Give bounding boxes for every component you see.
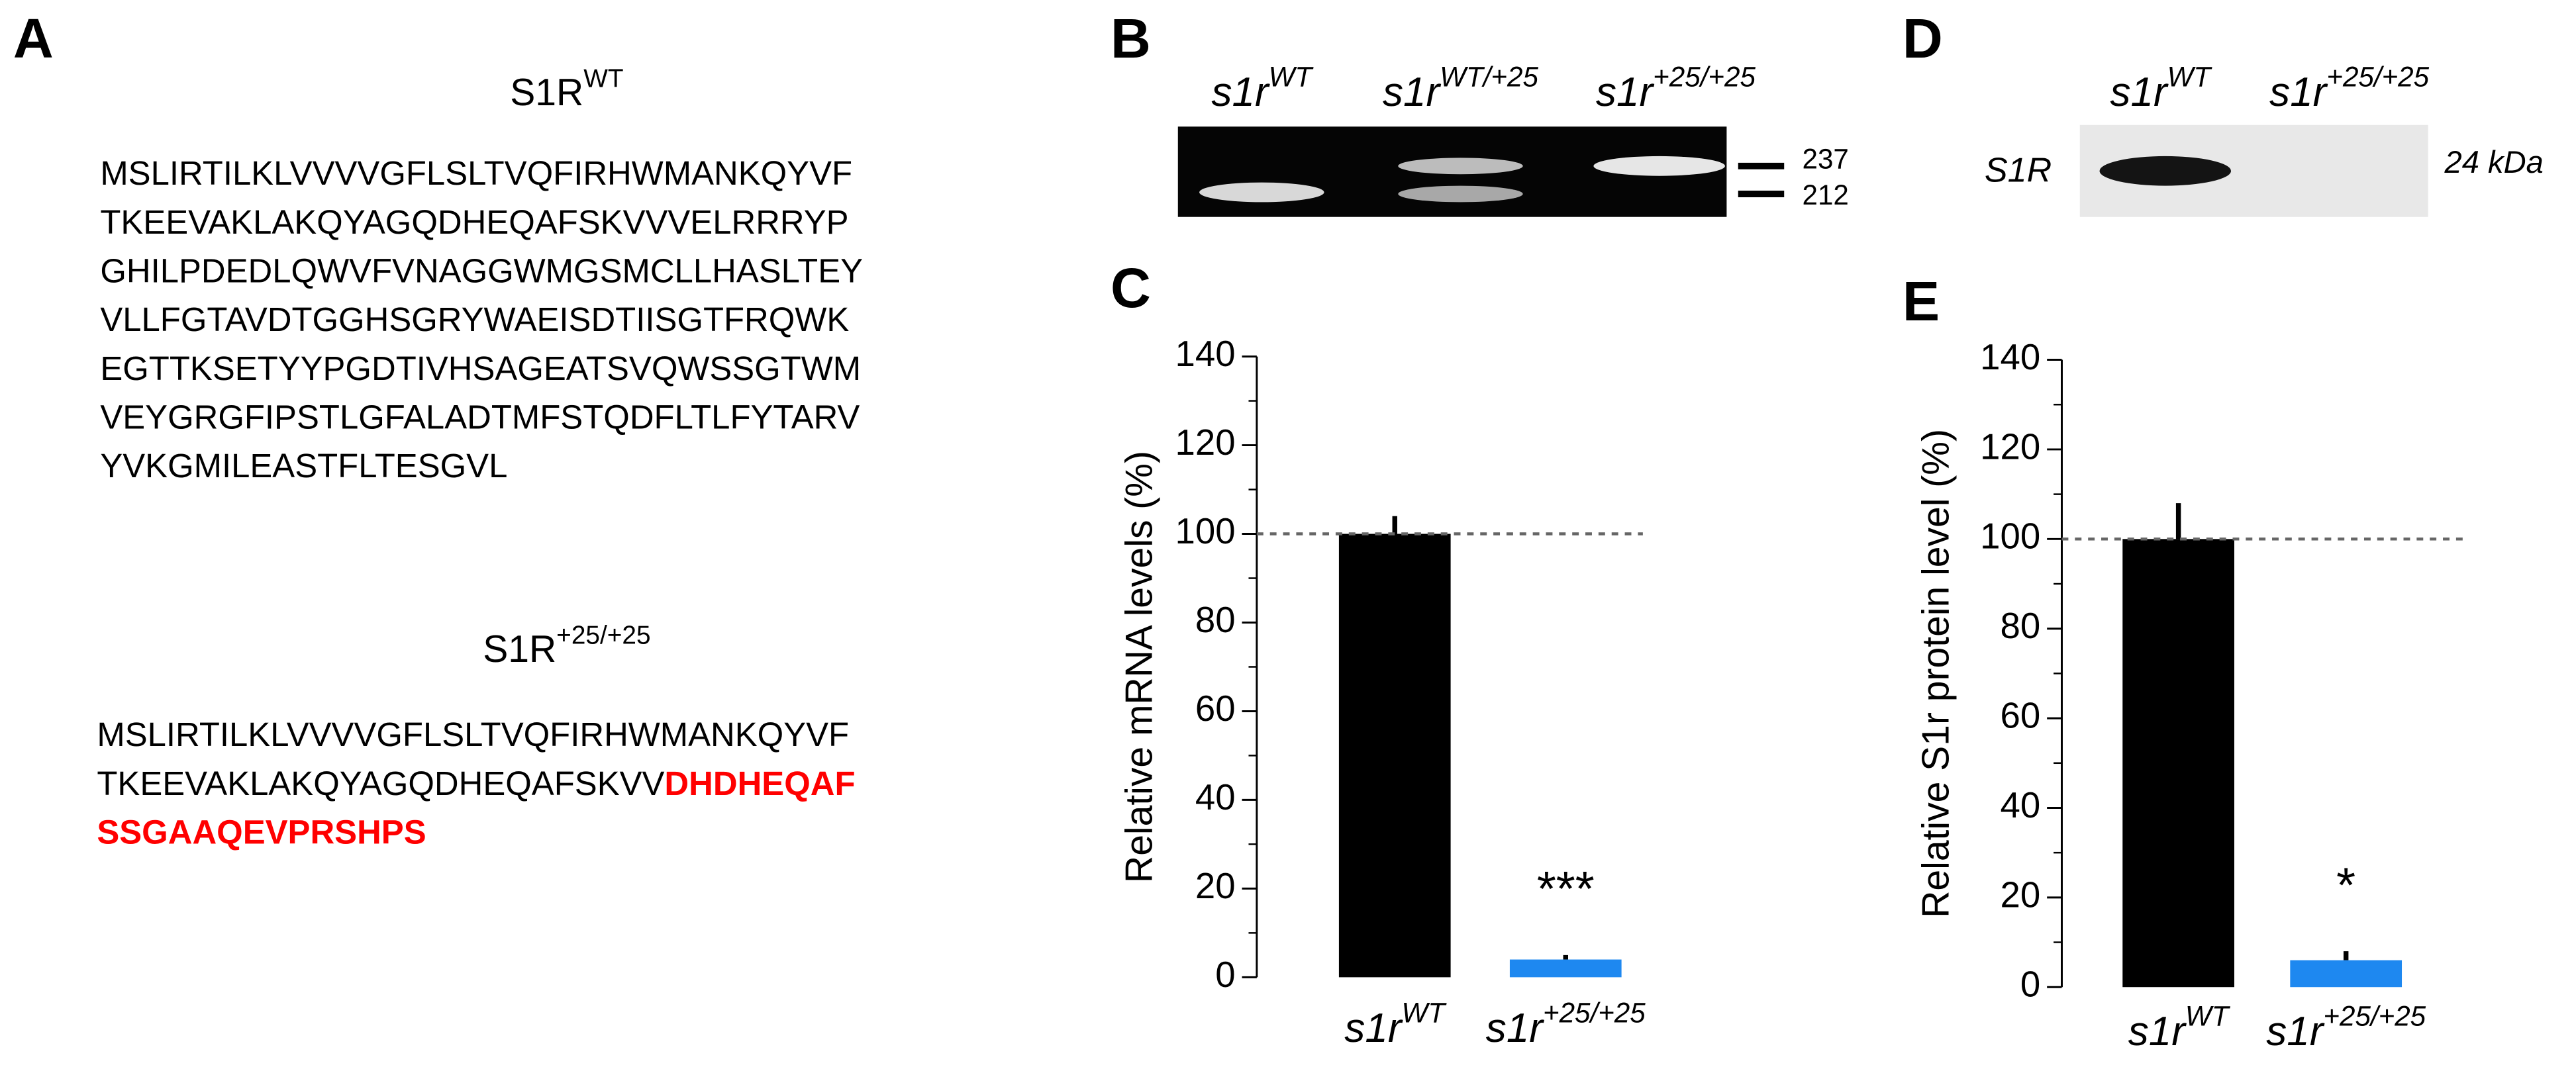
lane-label-base: s1r xyxy=(1383,70,1441,116)
inserted-sequence: SSGAAQEVPRSHPS xyxy=(97,814,426,851)
size-label: 24 kDa xyxy=(2444,144,2544,179)
sequence-segment: TKEEVAKLAKQYAGQDHEQAFSKVV xyxy=(97,765,664,802)
blot-image xyxy=(2079,124,2428,217)
lane-label-sup: +25/+25 xyxy=(1653,61,1756,92)
lane-label-sup: WT xyxy=(1269,61,1314,92)
sequence-line: YVKGMILEASTFLTESGVL xyxy=(100,447,507,485)
x-tick-label-sup: WT xyxy=(2185,1001,2231,1032)
x-tick-label: s1rWT xyxy=(2128,1001,2231,1055)
panel-label: D xyxy=(1903,7,1943,70)
inserted-sequence: DHDHEQAF xyxy=(664,765,855,802)
y-tick-label: 40 xyxy=(1195,777,1236,817)
sequence-line: GHILPDEDLQWVFVNAGGWMGSMCLLHASLTEY xyxy=(100,252,863,289)
y-tick-label: 140 xyxy=(1980,337,2040,377)
panel-label: A xyxy=(13,7,54,70)
sequence-line: SSGAAQEVPRSHPS xyxy=(97,814,426,851)
x-tick-label-sup: +25/+25 xyxy=(1543,998,1646,1029)
sequence-line: EGTTKSETYYPGDTIVHSAGEATSVQWSSGTWM xyxy=(100,349,861,387)
panel-label: B xyxy=(1111,7,1151,70)
sequence-title: S1RWT xyxy=(510,65,623,115)
sequence-line: MSLIRTILKLVVVVGFLSLTVQFIRHWMANKQYVF xyxy=(100,154,852,192)
size-marker: 237 xyxy=(1803,144,1849,175)
y-tick-label: 60 xyxy=(2001,696,2041,736)
x-tick-label: s1rWT xyxy=(1344,998,1447,1052)
x-tick-label-base: s1r xyxy=(2266,1009,2324,1055)
sequence-segment: MSLIRTILKLVVVVGFLSLTVQFIRHWMANKQYVF xyxy=(97,716,849,754)
y-tick-label: 20 xyxy=(2001,874,2041,915)
lane-label-base: s1r xyxy=(1211,70,1269,116)
y-tick-label: 80 xyxy=(2001,606,2041,646)
sequence-title-sup: WT xyxy=(583,65,623,93)
y-tick-label: 20 xyxy=(1195,866,1236,906)
panel-label: E xyxy=(1903,270,1940,332)
bar xyxy=(1509,959,1622,978)
y-tick-label: 100 xyxy=(1175,511,1236,551)
lane-label-base: s1r xyxy=(2269,70,2328,116)
y-tick-label: 140 xyxy=(1175,334,1236,374)
lane-label-base: s1r xyxy=(1596,70,1654,116)
lane-label-sup: +25/+25 xyxy=(2326,61,2429,92)
lane-label-base: s1r xyxy=(2110,70,2168,116)
x-tick-label: s1r+25/+25 xyxy=(2266,1001,2426,1055)
sequence-line: TKEEVAKLAKQYAGQDHEQAFSKVVVELRRRYP xyxy=(100,203,848,241)
bar xyxy=(2290,960,2403,988)
sequence-line: TKEEVAKLAKQYAGQDHEQAFSKVVDHDHEQAF xyxy=(97,765,855,802)
sequence-line: VEYGRGFIPSTLGFALADTMFSTQDFLTLFYTARV xyxy=(100,398,860,436)
y-tick-label: 120 xyxy=(1980,426,2040,467)
y-tick-label: 0 xyxy=(1215,955,1235,995)
y-axis-label: Relative mRNA levels (%) xyxy=(1118,451,1160,883)
significance-label: *** xyxy=(1537,861,1595,916)
lane-label-sup: WT xyxy=(2167,61,2213,92)
sequence-title: S1R+25/+25 xyxy=(483,622,650,671)
y-tick-label: 0 xyxy=(2020,964,2040,1005)
y-tick-label: 80 xyxy=(1195,600,1236,640)
size-marker: 212 xyxy=(1803,179,1849,210)
panel-label: C xyxy=(1111,257,1151,319)
x-tick-label-base: s1r xyxy=(1486,1006,1544,1052)
lane-label: s1r+25/+25 xyxy=(1596,61,1756,115)
row-label: S1R xyxy=(1985,151,2052,189)
sequence-title-base: S1R xyxy=(483,628,556,671)
lane-label: s1rWT/+25 xyxy=(1383,61,1538,115)
bar xyxy=(2122,539,2234,988)
sequence-line: MSLIRTILKLVVVVGFLSLTVQFIRHWMANKQYVF xyxy=(97,716,849,754)
sequence-title-sup: +25/+25 xyxy=(556,622,650,650)
y-axis-label: Relative S1r protein level (%) xyxy=(1915,429,1957,918)
significance-label: * xyxy=(2336,857,2355,912)
sequence-title-base: S1R xyxy=(510,71,583,114)
lane-label-sup: WT/+25 xyxy=(1440,61,1538,92)
sequence-line: VLLFGTAVDTGGHSGRYWAEISDTIISGTFRQWK xyxy=(100,301,849,338)
x-tick-label-sup: WT xyxy=(1402,998,1448,1029)
y-tick-label: 120 xyxy=(1175,422,1236,463)
y-tick-label: 100 xyxy=(1980,516,2040,557)
lane-label: s1rWT xyxy=(2110,61,2212,115)
y-tick-label: 40 xyxy=(2001,785,2041,825)
gel-image xyxy=(1177,126,1785,217)
lane-label: s1r+25/+25 xyxy=(2269,61,2429,115)
bar xyxy=(1338,534,1451,978)
lane-label: s1rWT xyxy=(1211,61,1314,115)
x-tick-label-base: s1r xyxy=(2128,1009,2187,1055)
x-tick-label: s1r+25/+25 xyxy=(1486,998,1646,1052)
y-tick-label: 60 xyxy=(1195,688,1236,729)
x-tick-label-sup: +25/+25 xyxy=(2323,1001,2426,1032)
x-tick-label-base: s1r xyxy=(1344,1006,1403,1052)
